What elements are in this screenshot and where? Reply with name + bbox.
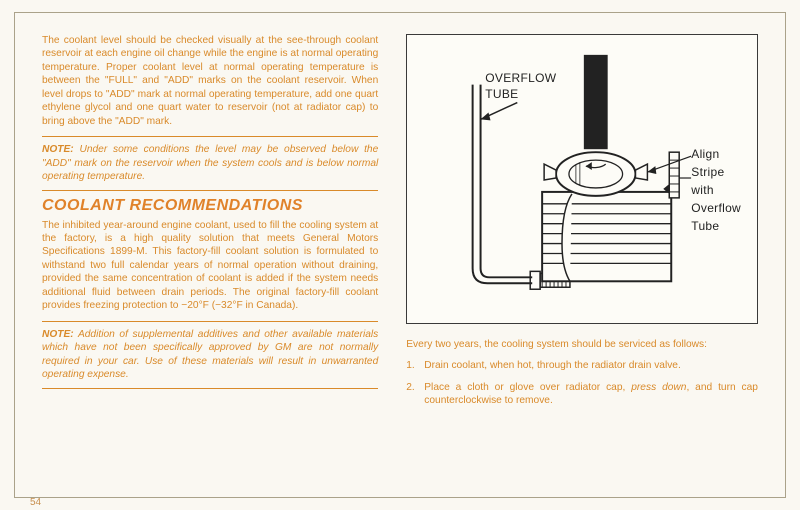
note-label: NOTE: [42, 144, 74, 155]
step-text: Drain coolant, when hot, through the rad… [424, 359, 758, 372]
divider [42, 388, 378, 389]
divider [42, 190, 378, 191]
service-intro: Every two years, the cooling system shou… [406, 338, 758, 351]
recommendations-paragraph: The inhibited year-around engine coolant… [42, 219, 378, 313]
label-overflow: OVERFLOW [485, 71, 556, 85]
label-tube: TUBE [485, 87, 518, 101]
note-2-body: Addition of supplemental additives and o… [42, 329, 378, 380]
service-step-1: 1. Drain coolant, when hot, through the … [406, 359, 758, 372]
page-number: 54 [30, 497, 41, 508]
step-number: 1. [406, 359, 424, 372]
label-overflow2: Overflow [691, 201, 741, 215]
note-label: NOTE: [42, 329, 74, 340]
radiator-diagram: OVERFLOW TUBE Align Stripe with Overflow… [406, 34, 758, 324]
note-1: NOTE: Under some conditions the level ma… [42, 143, 378, 183]
step-number: 2. [406, 381, 424, 408]
note-1-body: Under some conditions the level may be o… [42, 144, 378, 182]
step-text: Place a cloth or glove over radiator cap… [424, 381, 758, 408]
section-heading: COOLANT RECOMMENDATIONS [42, 197, 378, 215]
label-tube2: Tube [691, 219, 719, 233]
label-stripe: Stripe [691, 165, 724, 179]
left-column: The coolant level should be checked visu… [14, 12, 392, 498]
right-column: OVERFLOW TUBE Align Stripe with Overflow… [392, 12, 786, 498]
divider [42, 136, 378, 137]
note-2: NOTE: Addition of supplemental additives… [42, 328, 378, 382]
coolant-level-paragraph: The coolant level should be checked visu… [42, 34, 378, 128]
divider [42, 321, 378, 322]
diagram-svg [407, 35, 757, 323]
label-align: Align [691, 147, 719, 161]
service-step-2: 2. Place a cloth or glove over radiator … [406, 381, 758, 408]
label-with: with [691, 183, 714, 197]
